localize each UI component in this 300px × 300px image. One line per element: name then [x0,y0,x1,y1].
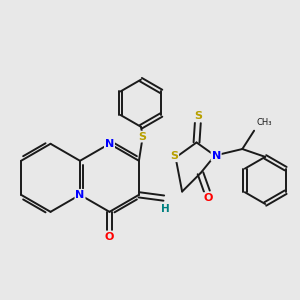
Text: S: S [138,132,146,142]
Text: N: N [75,190,85,200]
Text: O: O [204,193,213,203]
Text: N: N [105,139,114,149]
Text: CH₃: CH₃ [256,118,272,127]
Text: S: S [194,111,202,121]
Text: N: N [212,151,221,160]
Text: O: O [105,232,114,242]
Text: S: S [170,151,178,161]
Text: H: H [161,204,170,214]
